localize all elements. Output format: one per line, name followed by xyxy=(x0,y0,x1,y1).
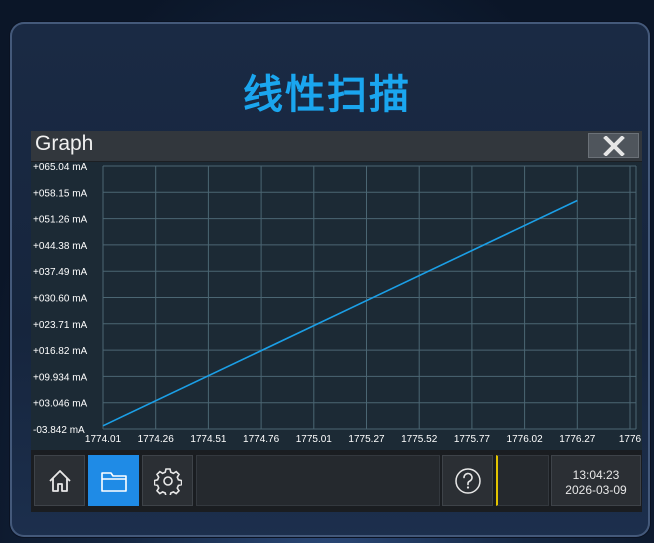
y-tick-label: +037.49 mA xyxy=(33,267,88,278)
y-tick-label: -03.842 mA xyxy=(33,425,85,436)
y-tick-label: +09.934 mA xyxy=(33,372,88,383)
y-tick-label: +044.38 mA xyxy=(33,241,88,252)
folder-button[interactable] xyxy=(88,455,139,506)
x-tick-label: 1774.26 xyxy=(138,434,175,445)
page-title: 线性扫描 xyxy=(243,72,411,118)
y-tick-label: +058.15 mA xyxy=(33,188,88,199)
y-tick-label: +03.046 mA xyxy=(33,399,88,410)
x-tick-label: 1775.27 xyxy=(348,434,385,445)
help-icon xyxy=(454,467,481,494)
series-line xyxy=(102,199,578,427)
x-tick-label: 1775.01 xyxy=(296,434,333,445)
help-button[interactable] xyxy=(442,455,493,506)
toolbar-spacer xyxy=(196,455,440,506)
home-icon xyxy=(48,469,71,492)
gear-icon xyxy=(153,467,182,495)
y-tick-label: +023.71 mA xyxy=(33,320,88,331)
cursor-indicator xyxy=(496,455,549,506)
plot-area[interactable]: +065.04 mA +058.15 mA +051.26 mA +044.38 mA… xyxy=(31,162,642,450)
clock-date: 2026-03-09 xyxy=(565,483,627,497)
bottom-toolbar: 13:04:23 2026-03-09 xyxy=(31,450,642,512)
close-icon xyxy=(602,135,625,156)
x-tick-label: 1776.27 xyxy=(559,434,596,445)
graph-window: Graph +065.04 mA +058.15 mA +051.26 mA +044… xyxy=(31,131,642,512)
y-tick-label: +030.60 mA xyxy=(33,294,88,305)
close-button[interactable] xyxy=(588,133,639,158)
folder-icon xyxy=(100,471,127,492)
settings-button[interactable] xyxy=(142,455,193,506)
home-button[interactable] xyxy=(34,455,85,506)
window-header: Graph xyxy=(31,131,642,162)
y-tick-label: +016.82 mA xyxy=(33,346,88,357)
x-tick-label: 1774.01 xyxy=(85,434,122,445)
clock-time: 13:04:23 xyxy=(572,468,620,482)
x-tick-label: 1776.02 xyxy=(507,434,544,445)
x-tick-label: 1776 xyxy=(619,434,642,445)
x-tick-label: 1774.76 xyxy=(243,434,280,445)
y-tick-label: +051.26 mA xyxy=(33,215,88,226)
line-chart: +065.04 mA +058.15 mA +051.26 mA +044.38 mA… xyxy=(33,162,642,445)
x-tick-label: 1774.51 xyxy=(190,434,227,445)
window-title: Graph xyxy=(35,132,94,155)
x-tick-label: 1775.77 xyxy=(454,434,491,445)
clock-display: 13:04:23 2026-03-09 xyxy=(551,455,641,506)
x-tick-label: 1775.52 xyxy=(401,434,438,445)
y-tick-label: +065.04 mA xyxy=(33,162,88,173)
